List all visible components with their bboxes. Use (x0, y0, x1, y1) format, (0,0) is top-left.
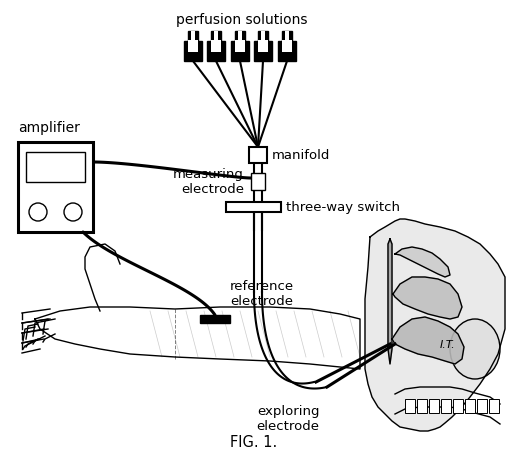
Text: FIG. 1.: FIG. 1. (230, 434, 278, 449)
Ellipse shape (450, 319, 500, 379)
Text: exploring
electrode: exploring electrode (257, 404, 320, 432)
Text: -20,0: -20,0 (35, 161, 76, 175)
Bar (251, 174, 265, 191)
Bar (18, 143, 93, 233)
Text: measuring
electrode: measuring electrode (173, 167, 244, 196)
Bar (211, 41, 221, 53)
Bar (200, 315, 230, 324)
Circle shape (64, 203, 82, 222)
Bar (238, 32, 242, 44)
Bar (26, 153, 85, 182)
Bar (184, 42, 202, 62)
Circle shape (29, 203, 47, 222)
Bar (235, 32, 245, 42)
Bar (417, 399, 427, 413)
Polygon shape (393, 278, 462, 319)
Bar (207, 42, 225, 62)
Bar (258, 41, 268, 53)
Bar (226, 202, 281, 212)
Text: three-way switch: three-way switch (286, 201, 400, 214)
Bar (231, 42, 249, 62)
Bar (188, 41, 198, 53)
Bar (429, 399, 439, 413)
Text: perfusion solutions: perfusion solutions (176, 13, 308, 27)
Bar (282, 41, 292, 53)
Text: manifold: manifold (272, 149, 330, 162)
Bar (285, 32, 289, 44)
Bar (441, 399, 451, 413)
Text: I.T.: I.T. (440, 339, 456, 349)
Bar (489, 399, 499, 413)
Bar (254, 42, 272, 62)
Polygon shape (395, 248, 450, 278)
Bar (282, 32, 292, 42)
Bar (261, 32, 265, 44)
Polygon shape (365, 219, 505, 431)
Text: reference
electrode: reference electrode (230, 279, 294, 307)
Bar (477, 399, 487, 413)
Bar (465, 399, 475, 413)
Bar (278, 42, 296, 62)
Bar (211, 32, 221, 42)
Bar (235, 41, 245, 53)
Bar (214, 32, 218, 44)
Bar (191, 32, 195, 44)
Polygon shape (392, 317, 464, 364)
Bar (188, 32, 198, 42)
Bar (249, 148, 267, 164)
Bar (405, 399, 415, 413)
Bar (453, 399, 463, 413)
Text: amplifier: amplifier (18, 121, 80, 135)
Polygon shape (388, 239, 392, 364)
Bar (258, 32, 268, 42)
